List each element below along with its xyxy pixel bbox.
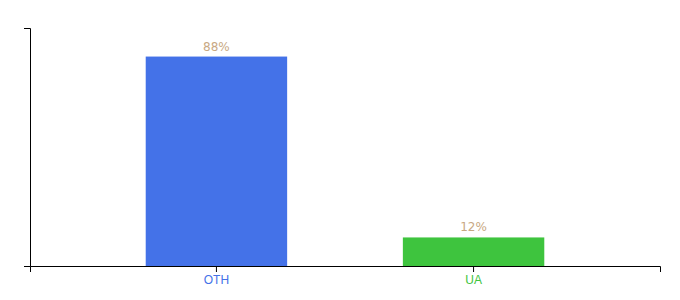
x-tick-label: UA	[465, 273, 482, 287]
y-axis	[24, 29, 31, 267]
data-labels: 88% 12%	[203, 40, 487, 235]
data-label: 12%	[460, 220, 487, 234]
x-tick-mark	[216, 266, 217, 272]
x-tick-label: OTH	[204, 273, 229, 287]
bar	[146, 57, 287, 266]
x-axis: OTH UA	[31, 266, 661, 287]
x-tick-mark	[473, 266, 474, 272]
bar	[403, 237, 544, 266]
data-label: 88%	[203, 40, 230, 54]
x-axis-line	[31, 267, 661, 273]
bars	[146, 57, 545, 266]
y-axis-line	[24, 29, 31, 267]
x-tick: UA	[465, 266, 482, 287]
chart: OTH UA 88% 12%	[0, 0, 680, 300]
plot: OTH UA 88% 12%	[24, 29, 661, 287]
x-tick: OTH	[204, 266, 229, 287]
